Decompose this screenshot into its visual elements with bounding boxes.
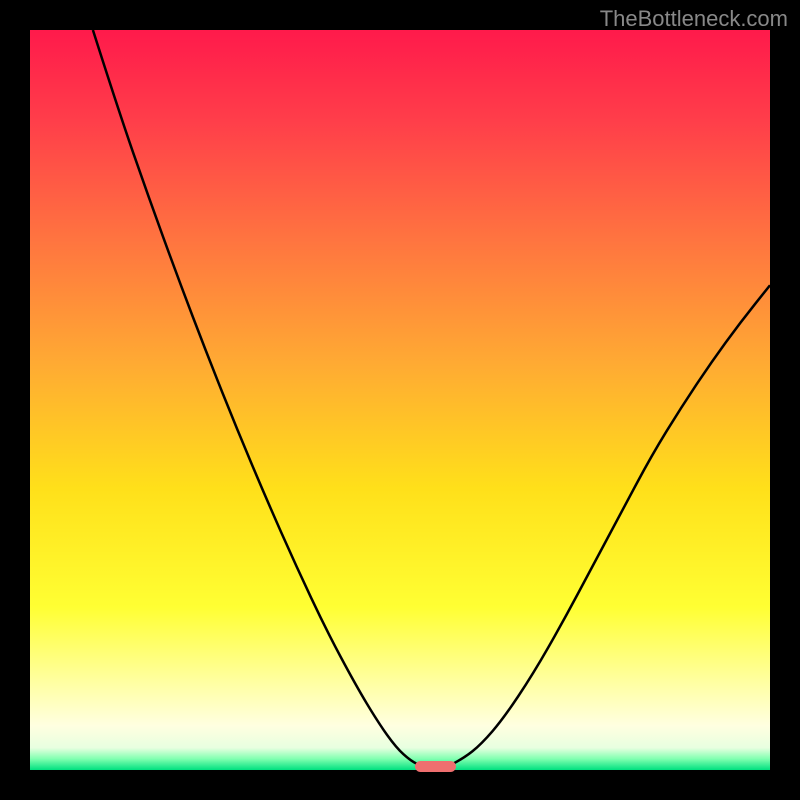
left-curve bbox=[93, 30, 422, 766]
watermark-text: TheBottleneck.com bbox=[600, 6, 788, 32]
chart-plot-area bbox=[30, 30, 770, 770]
right-curve bbox=[448, 285, 770, 766]
bottleneck-curve bbox=[30, 30, 770, 770]
optimal-marker-pill bbox=[415, 761, 456, 772]
